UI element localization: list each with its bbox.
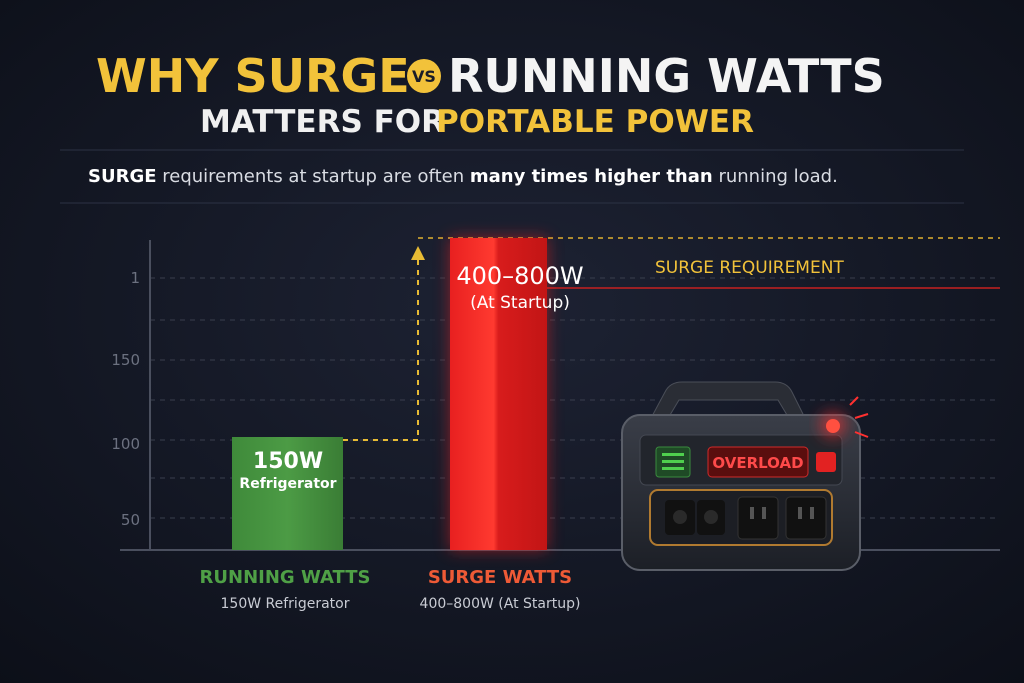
status-text: OVERLOAD <box>712 454 803 472</box>
vs-badge-text: VS <box>412 67 436 86</box>
axis-label: 50 <box>121 511 140 529</box>
bar-caption-detail: 400–800W (At Startup) <box>420 596 581 612</box>
intro-text: requirements at startup are often <box>162 166 465 187</box>
jump-arrow <box>343 258 419 441</box>
bar-caption-detail: 150W Refrigerator <box>221 596 350 612</box>
subtitle-part1: MATTERS FOR <box>200 104 445 140</box>
title-part2: RUNNING WATTS <box>448 49 885 103</box>
bar-caption: SURGE WATTS <box>428 567 572 588</box>
axis-label: 100 <box>111 435 140 453</box>
bar-label: 150W <box>253 449 323 474</box>
running-bar <box>232 437 343 550</box>
surge-bar <box>450 238 547 550</box>
annotation: SURGE REQUIREMENT <box>655 258 844 278</box>
title-part1: WHY SURGE <box>96 49 410 103</box>
axis-label: 150 <box>111 351 140 369</box>
bar-sublabel: Refrigerator <box>239 476 336 492</box>
bar-label: 400–800W <box>456 262 583 290</box>
bar-caption: RUNNING WATTS <box>200 567 371 588</box>
arrow-head <box>411 246 425 260</box>
axis-label: 1 <box>130 269 140 287</box>
power-station <box>621 381 869 571</box>
intro-strong: many times higher than <box>469 166 713 187</box>
bar-sublabel: (At Startup) <box>470 293 570 313</box>
intro-text: running load. <box>718 166 838 187</box>
subtitle-part2: PORTABLE POWER <box>436 104 754 140</box>
intro: SURGE requirements at startup are often … <box>88 166 838 187</box>
intro-strong: SURGE <box>88 166 157 187</box>
vs-badge <box>407 59 441 93</box>
